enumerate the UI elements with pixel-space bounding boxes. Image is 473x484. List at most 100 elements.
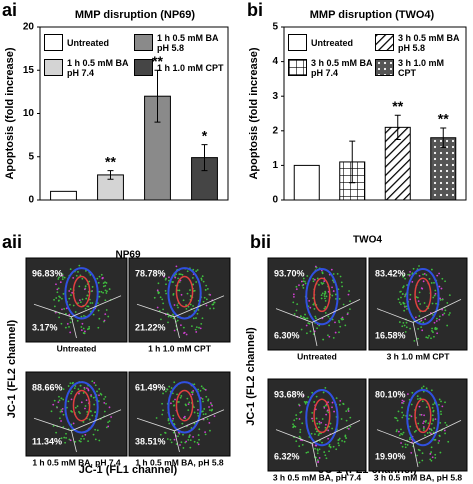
event-dot xyxy=(295,309,298,312)
legend-swatch xyxy=(44,34,63,51)
event-dot xyxy=(78,411,80,413)
event-dot xyxy=(420,326,423,329)
event-dot xyxy=(70,398,73,401)
event-dot xyxy=(440,400,442,403)
event-dot xyxy=(436,274,439,277)
event-dot xyxy=(190,325,193,328)
event-dot xyxy=(349,416,352,419)
event-dot xyxy=(88,327,90,330)
event-dot xyxy=(98,275,101,278)
event-dot xyxy=(66,406,68,409)
event-dot xyxy=(57,299,60,302)
event-dot xyxy=(323,406,326,409)
event-dot xyxy=(431,414,434,417)
event-dot xyxy=(68,297,71,300)
event-dot xyxy=(305,451,308,454)
event-dot xyxy=(331,427,334,430)
event-dot xyxy=(338,297,341,300)
contour xyxy=(175,389,194,422)
contour xyxy=(175,275,194,308)
event-dot xyxy=(61,273,64,276)
event-dot xyxy=(422,321,425,324)
event-dot xyxy=(402,431,405,434)
event-dot xyxy=(165,390,167,393)
event-dot xyxy=(423,272,426,275)
legend-label: Untreated xyxy=(67,37,110,48)
event-dot xyxy=(349,425,352,428)
event-dot xyxy=(404,331,407,333)
event-dot xyxy=(318,457,321,459)
event-dot xyxy=(96,429,99,432)
event-dot xyxy=(306,317,308,320)
event-dot xyxy=(431,302,434,305)
event-dot xyxy=(324,297,326,300)
event-dot xyxy=(309,330,312,333)
event-dot xyxy=(321,272,324,275)
event-dot xyxy=(324,299,327,302)
event-dot xyxy=(331,401,334,404)
event-dot xyxy=(84,405,87,407)
event-dot xyxy=(418,315,421,317)
event-dot xyxy=(172,317,175,320)
event-dot xyxy=(186,292,189,295)
event-dot xyxy=(61,410,63,413)
event-dot xyxy=(334,331,337,334)
event-dot xyxy=(62,413,65,416)
event-dot xyxy=(404,277,406,280)
flow-title: TWO4 xyxy=(353,235,382,246)
event-dot xyxy=(434,289,437,292)
event-dot xyxy=(295,417,298,420)
event-dot xyxy=(409,436,412,439)
y-axis-label: Apoptosis (fold increase) xyxy=(248,47,260,179)
event-dot xyxy=(157,282,160,285)
y-tick-label: 5 xyxy=(28,151,34,162)
event-dot xyxy=(331,286,333,289)
legend-swatch xyxy=(288,59,307,76)
y-tick-label: 4 xyxy=(272,56,278,67)
upper-percent: 61.49% xyxy=(135,382,166,392)
event-dot xyxy=(402,286,404,289)
event-dot xyxy=(439,451,442,454)
significance-label: ** xyxy=(438,111,449,127)
event-dot xyxy=(433,281,435,284)
event-dot xyxy=(311,411,314,414)
event-dot xyxy=(430,268,433,271)
legend-item: 3 h 1.0 mM CPT xyxy=(375,56,462,79)
event-dot xyxy=(62,398,65,401)
event-dot xyxy=(323,295,326,297)
gate xyxy=(376,420,462,468)
event-dot xyxy=(92,396,95,399)
event-dot xyxy=(198,326,200,329)
event-dot xyxy=(189,439,192,442)
event-dot xyxy=(401,292,404,295)
event-dot xyxy=(338,319,340,322)
event-dot xyxy=(161,402,163,405)
event-dot xyxy=(428,428,431,430)
event-dot xyxy=(76,319,79,322)
event-dot xyxy=(422,422,425,425)
event-dot xyxy=(204,388,207,391)
event-dot xyxy=(431,330,433,332)
event-dot xyxy=(397,298,400,301)
event-dot xyxy=(206,418,209,420)
event-dot xyxy=(89,302,92,304)
event-dot xyxy=(62,388,65,391)
event-dot xyxy=(417,398,419,400)
event-dot xyxy=(443,429,446,432)
event-dot xyxy=(183,332,185,335)
event-dot xyxy=(298,418,301,420)
event-dot xyxy=(70,294,72,297)
contour xyxy=(64,267,99,320)
event-dot xyxy=(441,313,444,316)
event-dot xyxy=(192,317,195,320)
event-dot xyxy=(209,402,212,404)
event-dot xyxy=(400,290,402,293)
event-dot xyxy=(299,428,302,431)
event-dot xyxy=(338,403,341,406)
flow-plot xyxy=(267,378,367,472)
event-dot xyxy=(444,280,446,283)
event-dot xyxy=(83,438,85,440)
event-dot xyxy=(173,304,176,306)
event-dot xyxy=(157,292,160,295)
event-dot xyxy=(314,447,316,450)
